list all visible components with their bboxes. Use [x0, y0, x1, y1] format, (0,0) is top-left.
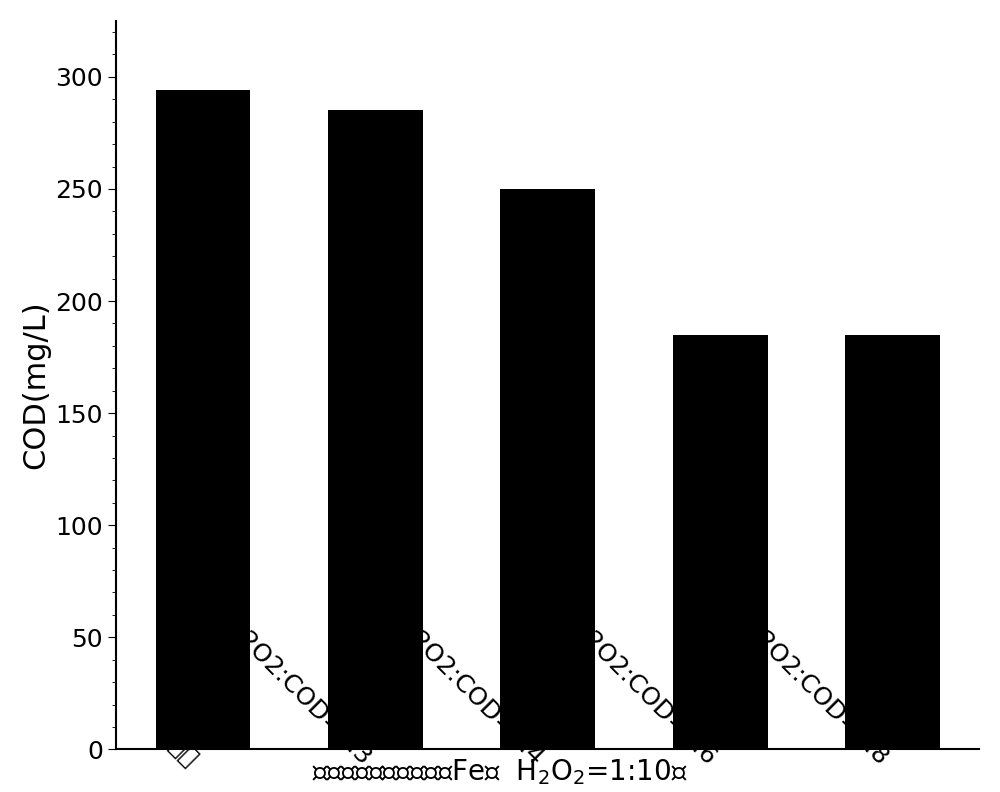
Bar: [328, 111, 423, 749]
Bar: [156, 90, 250, 749]
Bar: [673, 335, 768, 749]
Bar: [845, 335, 940, 749]
Y-axis label: COD(mg/L): COD(mg/L): [21, 301, 50, 470]
Text: 传统芬顿不同处理组（Fe：  H$_2$O$_2$=1:10）: 传统芬顿不同处理组（Fe： H$_2$O$_2$=1:10）: [312, 757, 688, 787]
Bar: [500, 189, 595, 749]
